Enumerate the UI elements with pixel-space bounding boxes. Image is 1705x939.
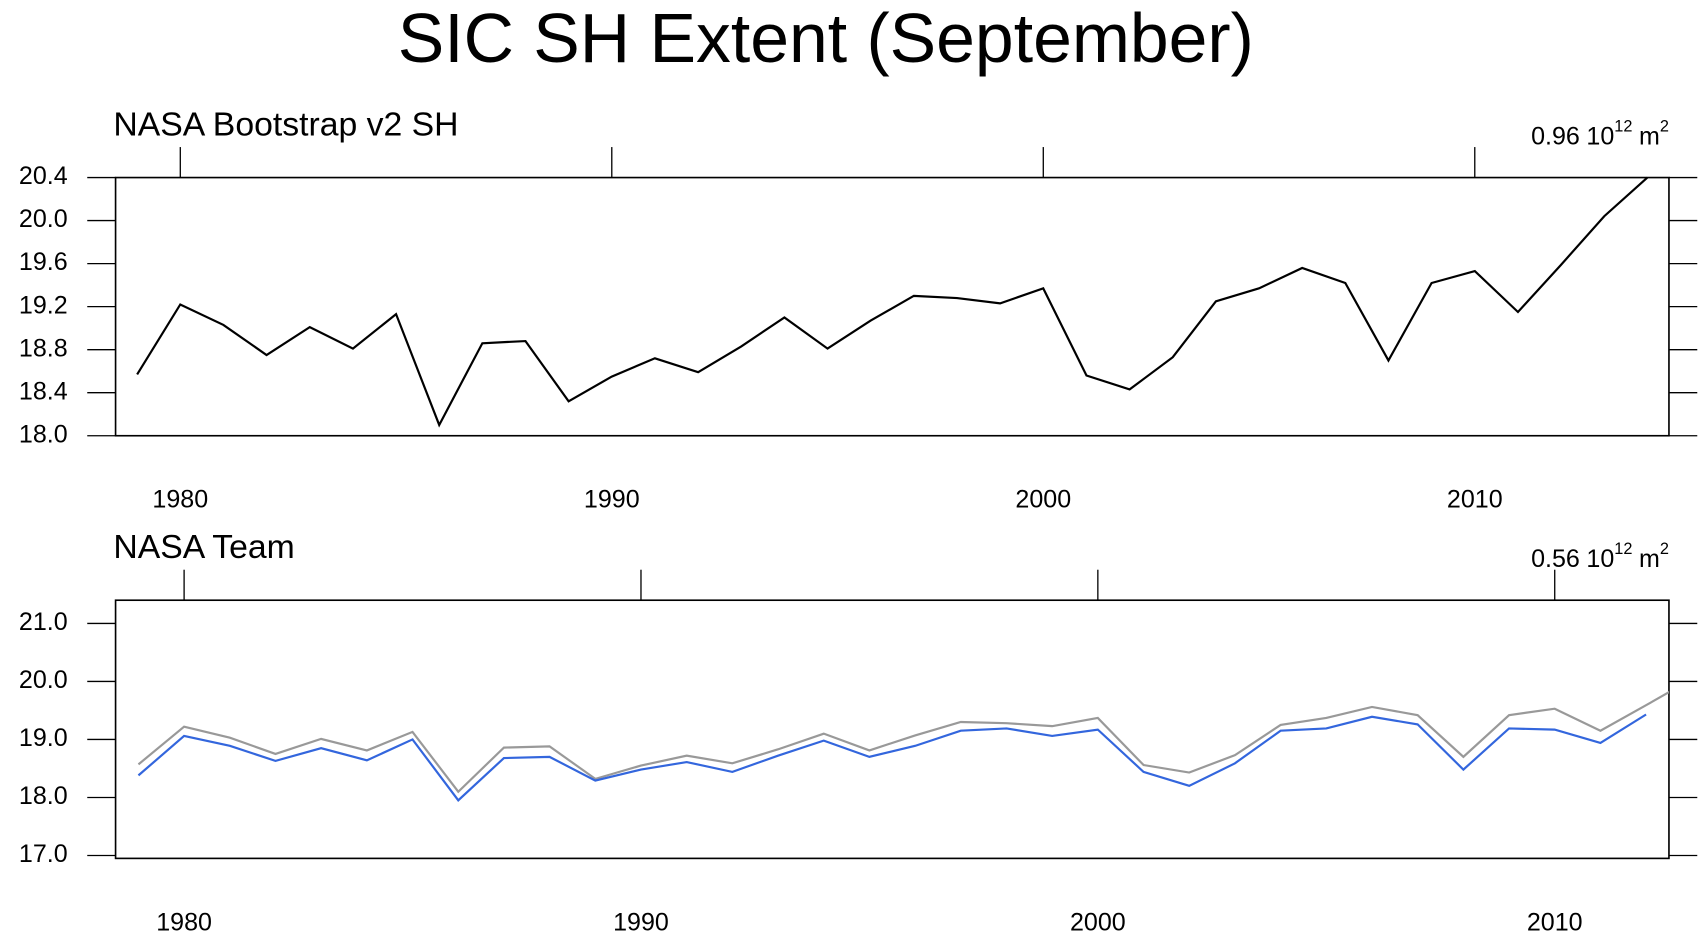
y-tick-label: 18.0 [19,420,68,448]
annotation-unit: m [1639,122,1660,150]
y-tick-label: 20.0 [19,205,68,233]
y-tick-label: 19.0 [19,724,68,752]
x-tick-label: 2010 [1527,908,1583,936]
x-tick-label: 2010 [1447,486,1503,514]
y-tick-label: 21.0 [19,608,68,636]
y-tick-label: 20.4 [19,162,68,190]
y-tick-label: 17.0 [19,840,68,868]
y-tick-label: 20.0 [19,666,68,694]
annotation-base: 10 [1586,545,1614,573]
annotation-unit-exponent: 2 [1660,540,1669,558]
x-tick-label: 2000 [1070,908,1126,936]
y-tick-label: 18.8 [19,334,68,362]
annotation-unit-exponent: 2 [1660,118,1669,136]
y-tick-label: 18.4 [19,377,68,405]
data-line [137,690,1669,794]
units-annotation: 0.56 1012 m2 [1531,540,1669,572]
panel-title: NASA Bootstrap v2 SH [113,105,458,143]
plot-frame [114,176,1670,437]
y-tick-label: 18.0 [19,782,68,810]
x-tick-label: 1990 [584,486,640,514]
panel-title: NASA Team [113,528,294,566]
x-tick-label: 1980 [152,486,208,514]
annotation-value: 0.96 [1531,122,1580,150]
units-annotation: 0.96 1012 m2 [1531,118,1669,150]
y-tick-label: 19.6 [19,248,68,276]
x-tick-label: 1980 [156,908,212,936]
annotation-value: 0.56 [1531,545,1580,573]
data-line [137,713,1647,802]
annotation-exponent: 12 [1614,540,1632,558]
annotation-exponent: 12 [1614,118,1632,136]
y-tick-label: 19.2 [19,291,68,319]
x-tick-label: 2000 [1015,486,1071,514]
plot-frame [114,599,1670,860]
data-line [136,176,1649,428]
chart-title: SIC SH Extent (September) [398,0,1254,77]
annotation-base: 10 [1586,122,1614,150]
x-tick-label: 1990 [613,908,669,936]
annotation-unit: m [1639,545,1660,573]
